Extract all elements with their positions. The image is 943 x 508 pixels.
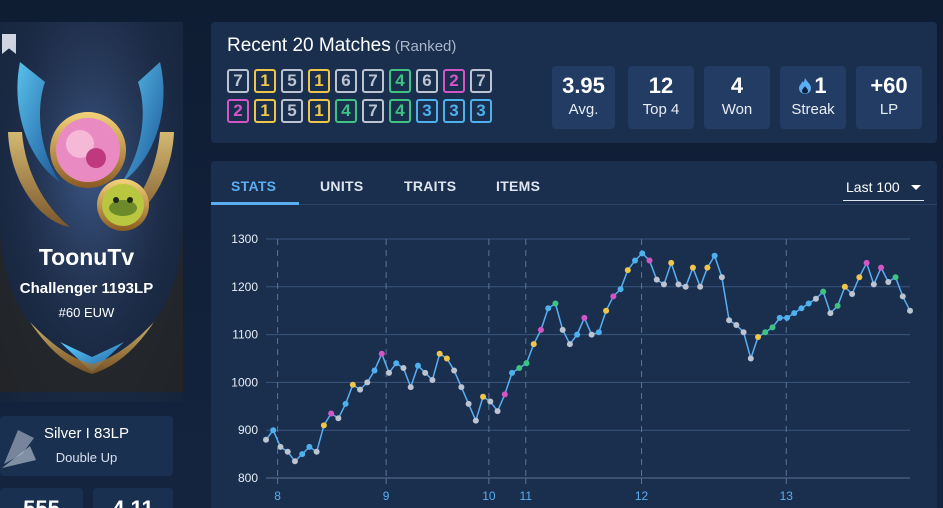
stat-top4: 12 Top 4 — [628, 66, 694, 129]
placement-badge[interactable]: 5 — [281, 69, 303, 93]
stat-top4-label: Top 4 — [642, 101, 680, 118]
stat-won-value: 4 — [730, 73, 744, 98]
placement-badge[interactable]: 2 — [443, 69, 465, 93]
placement-badge[interactable]: 4 — [335, 99, 357, 123]
placement-badge[interactable]: 3 — [416, 99, 438, 123]
active-tab-indicator — [211, 202, 299, 205]
placement-badge[interactable]: 7 — [470, 69, 492, 93]
range-select-value: Last 100 — [846, 179, 900, 195]
doubleup-mode: Double Up — [55, 450, 118, 465]
chevron-down-icon — [911, 185, 921, 190]
tab-stats[interactable]: STATS — [231, 178, 277, 194]
doubleup-rank-card[interactable]: Silver I 83LP Double Up — [0, 416, 173, 476]
placement-badge[interactable]: 3 — [443, 99, 465, 123]
stat-average-value: 3.95 — [562, 73, 605, 98]
player-name: ToonuTv — [38, 244, 135, 270]
placement-badge[interactable]: 3 — [470, 99, 492, 123]
placement-badge[interactable]: 1 — [254, 69, 276, 93]
placement-badge[interactable]: 7 — [362, 99, 384, 123]
flame-icon — [799, 78, 812, 94]
stat-average-label: Avg. — [568, 101, 599, 118]
placement-badge[interactable]: 7 — [227, 69, 249, 93]
player-region-rank: #60 EUW — [58, 305, 115, 320]
tab-traits[interactable]: TRAITS — [404, 178, 457, 194]
stat-average: 3.95 Avg. — [552, 66, 615, 129]
placement-badge[interactable]: 5 — [281, 99, 303, 123]
challenger-crest-icon — [0, 22, 183, 392]
mini-stat-card-average: 4.11 — [93, 488, 173, 508]
player-rank: Challenger 1193LP — [19, 280, 154, 297]
placement-badge[interactable]: 1 — [308, 69, 330, 93]
placement-badge[interactable]: 2 — [227, 99, 249, 123]
stat-top4-value: 12 — [648, 73, 674, 98]
placement-badge[interactable]: 6 — [335, 69, 357, 93]
stat-lp-label: LP — [879, 101, 899, 118]
placement-badge[interactable]: 1 — [254, 99, 276, 123]
placement-badge[interactable]: 4 — [389, 99, 411, 123]
stat-lp: +60 LP — [856, 66, 922, 129]
stat-lp-value: +60 — [870, 73, 908, 98]
recent-matches-subtitle: (Ranked) — [394, 38, 457, 55]
stat-streak: 1 Streak — [780, 66, 846, 129]
placement-badge[interactable]: 1 — [308, 99, 330, 123]
tab-items[interactable]: ITEMS — [496, 178, 541, 194]
recent-matches-heading: Recent 20 Matches — [227, 35, 391, 56]
stat-won-label: Won — [721, 101, 753, 118]
stats-tabs: STATS UNITS TRAITS ITEMS Last 100 — [211, 161, 937, 205]
recent-matches-title: Recent 20 Matches (Ranked) — [227, 35, 456, 57]
tab-units[interactable]: UNITS — [320, 178, 364, 194]
stat-streak-value-row: 1 — [780, 73, 846, 99]
placement-badge[interactable]: 7 — [362, 69, 384, 93]
stat-streak-value: 1 — [814, 73, 827, 98]
profile-card: ToonuTv Challenger 1193LP #60 EUW — [0, 22, 183, 402]
stat-won: 4 Won — [704, 66, 770, 129]
mini-stat-card-games: 555 — [0, 488, 83, 508]
placement-badge[interactable]: 6 — [416, 69, 438, 93]
placement-badge[interactable]: 4 — [389, 69, 411, 93]
range-select[interactable]: Last 100 — [843, 177, 924, 201]
stats-panel: STATS UNITS TRAITS ITEMS Last 100 — [211, 161, 937, 508]
stat-streak-label: Streak — [791, 101, 835, 118]
doubleup-rank: Silver I 83LP — [43, 425, 130, 442]
silver-emblem-icon — [2, 430, 36, 468]
